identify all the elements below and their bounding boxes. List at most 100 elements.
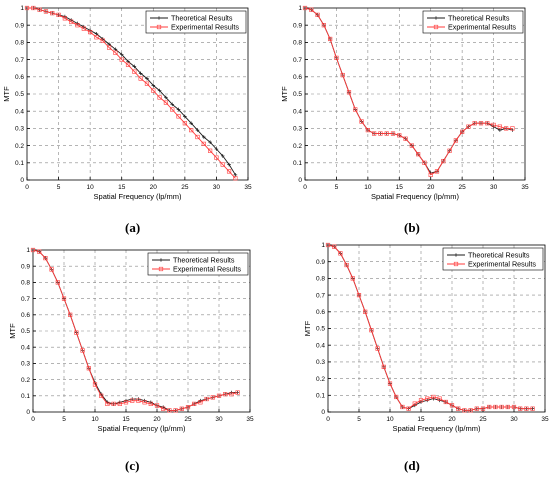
x-tick-label: 30 xyxy=(510,416,518,423)
data-point-experimental xyxy=(321,23,326,28)
data-point-experimental xyxy=(302,5,308,11)
legend-entry-experimental: Experimental Results xyxy=(171,23,239,32)
y-tick-label: 0.9 xyxy=(316,259,325,266)
data-point-experimental xyxy=(530,406,535,411)
legend-entry-theoretical: Theoretical Results xyxy=(448,14,510,23)
data-point-experimental xyxy=(474,406,479,411)
data-point-experimental xyxy=(56,12,61,17)
y-tick-label: 0.2 xyxy=(15,143,24,150)
y-axis-label: MTF xyxy=(280,86,289,102)
data-point-theoretical xyxy=(498,128,502,132)
data-point-experimental xyxy=(422,160,427,165)
y-tick-label: 1 xyxy=(298,5,302,12)
data-point-experimental xyxy=(369,328,374,333)
data-point-experimental xyxy=(491,122,496,128)
y-tick-label: 0.2 xyxy=(293,143,302,150)
data-point-experimental xyxy=(198,400,203,405)
data-point-experimental xyxy=(478,121,484,126)
data-point-experimental xyxy=(43,9,49,14)
data-point-experimental xyxy=(412,401,417,406)
y-tick-label: 0.3 xyxy=(21,361,30,368)
y-tick-label: 0.1 xyxy=(15,160,24,167)
data-point-experimental xyxy=(132,69,137,74)
y-tick-label: 1 xyxy=(321,242,325,249)
x-tick-label: 0 xyxy=(326,416,330,423)
data-point-experimental xyxy=(204,396,209,402)
data-point-experimental xyxy=(387,381,393,386)
data-point-experimental xyxy=(229,392,234,397)
data-point-experimental xyxy=(378,131,383,136)
data-point-experimental xyxy=(208,148,213,153)
x-tick-label: 25 xyxy=(459,184,467,191)
x-axis-label: Spatial Frequency (lp/mm) xyxy=(393,424,481,433)
data-point-theoretical xyxy=(126,59,130,64)
data-point-experimental xyxy=(142,400,147,405)
legend-marker-experimental xyxy=(433,24,439,30)
data-point-experimental xyxy=(157,95,162,100)
legend-marker-theoretical xyxy=(454,253,458,257)
data-point-experimental xyxy=(384,131,389,136)
data-point-experimental xyxy=(472,121,477,126)
y-tick-label: 0.7 xyxy=(293,57,302,64)
legend-entry-experimental: Experimental Results xyxy=(448,23,516,32)
data-point-experimental xyxy=(189,128,194,133)
data-point-experimental xyxy=(315,12,320,17)
legend-box xyxy=(145,10,247,34)
data-point-experimental xyxy=(94,35,99,40)
data-point-experimental xyxy=(201,141,206,146)
data-point-theoretical xyxy=(183,114,187,119)
data-point-experimental xyxy=(99,393,104,398)
data-point-experimental xyxy=(365,128,370,133)
data-point-theoretical xyxy=(157,88,162,93)
data-point-experimental xyxy=(69,19,74,24)
x-tick-label: 20 xyxy=(153,416,161,423)
data-point-experimental xyxy=(353,107,358,112)
x-tick-label: 0 xyxy=(303,184,307,191)
data-point-experimental xyxy=(235,390,240,395)
data-point-experimental xyxy=(518,406,523,411)
data-point-experimental xyxy=(511,404,517,410)
y-tick-label: 0 xyxy=(298,177,302,184)
data-point-experimental xyxy=(447,148,452,153)
data-point-theoretical xyxy=(214,147,219,151)
data-point-experimental xyxy=(226,169,232,174)
data-point-experimental xyxy=(406,406,411,411)
data-point-experimental xyxy=(154,403,160,408)
data-point-theoretical xyxy=(138,71,143,76)
x-tick-label: 5 xyxy=(62,416,66,423)
data-point-experimental xyxy=(418,398,424,403)
x-tick-label: 20 xyxy=(427,184,435,191)
data-point-theoretical xyxy=(132,64,137,69)
y-axis-label: MTF xyxy=(2,86,11,102)
legend-marker-theoretical xyxy=(157,16,161,20)
data-point-experimental xyxy=(88,29,93,35)
y-tick-label: 0.5 xyxy=(316,326,325,333)
data-point-experimental xyxy=(86,366,91,371)
data-point-experimental xyxy=(359,119,364,124)
data-point-experimental xyxy=(161,406,166,411)
data-point-experimental xyxy=(505,404,510,410)
y-tick-label: 1 xyxy=(20,5,24,12)
data-point-experimental xyxy=(497,124,502,129)
data-point-experimental xyxy=(437,396,442,401)
y-tick-label: 0.3 xyxy=(316,359,325,366)
data-point-theoretical xyxy=(94,32,99,36)
data-point-experimental xyxy=(375,346,380,351)
data-point-experimental xyxy=(75,23,80,28)
x-tick-label: 15 xyxy=(122,416,130,423)
data-point-theoretical xyxy=(233,173,238,177)
data-point-experimental xyxy=(510,126,515,131)
y-tick-label: 0.1 xyxy=(316,393,325,400)
data-point-theoretical xyxy=(164,95,168,100)
data-point-experimental xyxy=(151,88,156,93)
y-tick-label: 0.9 xyxy=(21,263,30,270)
x-axis-label: Spatial Frequency (lp/mm) xyxy=(94,192,182,201)
panel-label-b: (b) xyxy=(404,220,420,235)
data-point-experimental xyxy=(30,247,36,253)
y-tick-label: 0.9 xyxy=(15,22,24,29)
data-point-experimental xyxy=(400,404,405,410)
data-point-theoretical xyxy=(145,76,149,81)
data-point-experimental xyxy=(37,7,42,12)
x-tick-label: 35 xyxy=(541,416,549,423)
